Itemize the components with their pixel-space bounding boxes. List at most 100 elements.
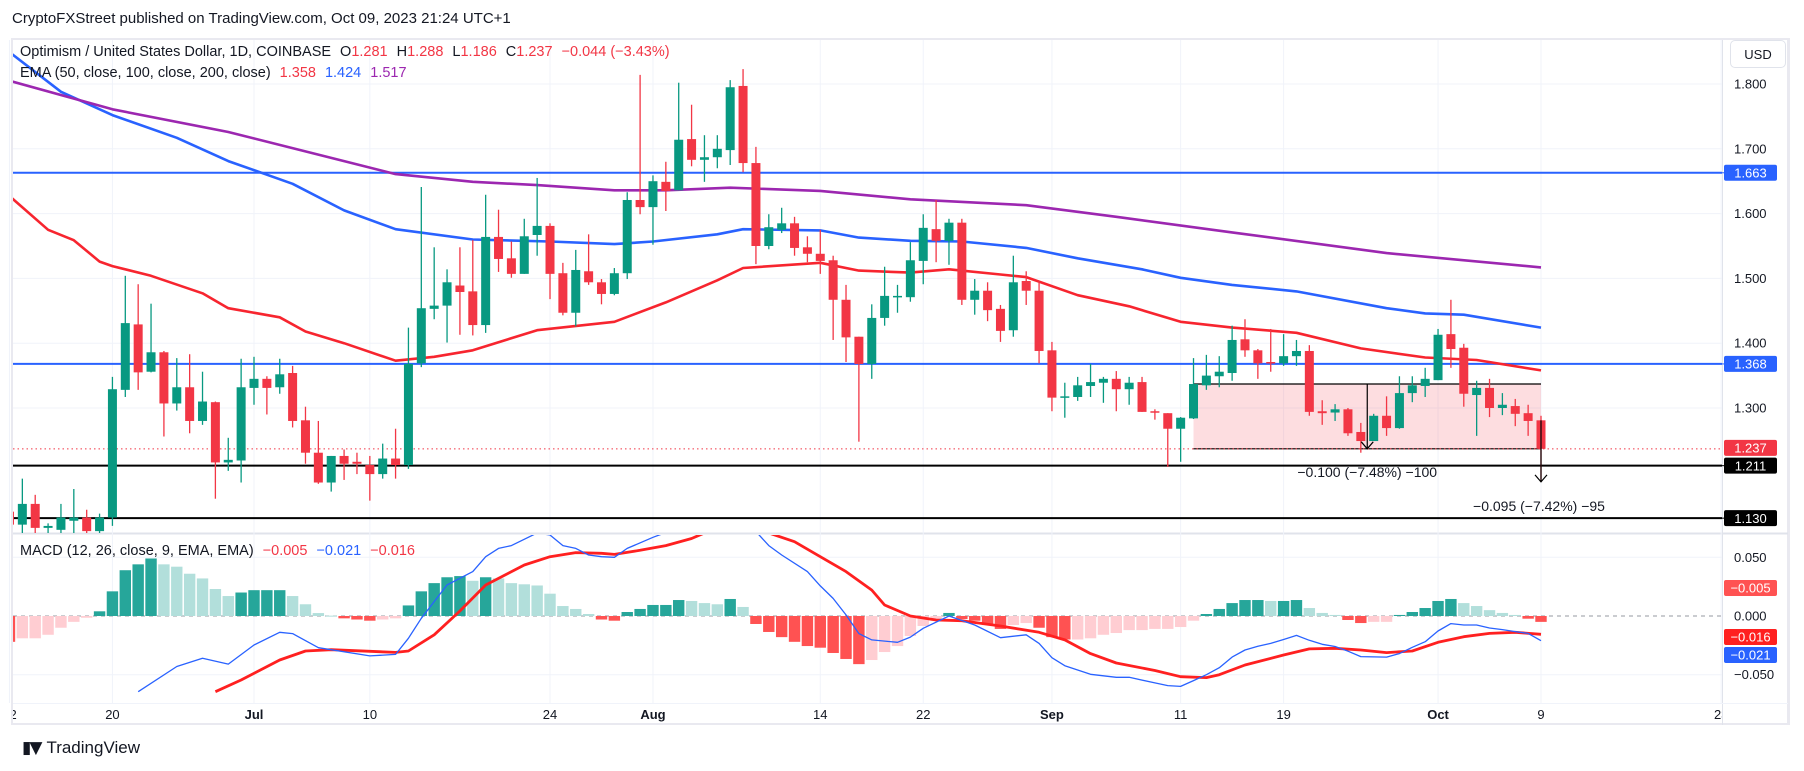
currency-button[interactable]: USD	[1730, 40, 1786, 68]
candle[interactable]	[1317, 400, 1327, 425]
candle[interactable]	[326, 455, 336, 492]
candle[interactable]	[146, 303, 156, 373]
time-axis[interactable]: 12 20 Jul 10 24 Aug 14 22 Sep 11 19 Oct 9 23	[2, 707, 1728, 722]
candle[interactable]	[1111, 371, 1121, 412]
symbol-legend[interactable]: Optimism / United States Dollar, 1D, COI…	[20, 44, 670, 60]
candle[interactable]	[300, 406, 310, 464]
candle[interactable]	[661, 161, 671, 212]
candle[interactable]	[1304, 345, 1314, 416]
macd-legend[interactable]: MACD (12, 26, close, 9, EMA, EMA) −0.005…	[20, 543, 415, 559]
candle[interactable]	[918, 214, 928, 285]
candle[interactable]	[815, 229, 825, 274]
candle[interactable]	[1394, 376, 1404, 429]
candle[interactable]	[429, 247, 439, 320]
candle[interactable]	[1201, 354, 1211, 390]
symbol-title[interactable]: Optimism / United States Dollar, 1D, COI…	[20, 44, 332, 60]
candle[interactable]	[841, 284, 851, 362]
candle[interactable]	[365, 455, 375, 501]
candle[interactable]	[1008, 255, 1018, 337]
candle[interactable]	[442, 269, 452, 343]
candle[interactable]	[1356, 422, 1366, 453]
candle[interactable]	[30, 494, 40, 538]
candle[interactable]	[107, 376, 117, 526]
candle[interactable]	[210, 401, 220, 499]
candle[interactable]	[1098, 376, 1108, 403]
candle[interactable]	[506, 241, 516, 278]
candle[interactable]	[571, 249, 581, 327]
candle[interactable]	[82, 509, 92, 535]
candle[interactable]	[17, 478, 27, 538]
candle[interactable]	[558, 262, 568, 316]
candle[interactable]	[1343, 408, 1353, 436]
candle[interactable]	[288, 365, 298, 428]
candle[interactable]	[275, 358, 285, 394]
candle[interactable]	[545, 223, 555, 300]
candle[interactable]	[1021, 271, 1031, 305]
candle[interactable]	[777, 207, 787, 234]
candle[interactable]	[532, 177, 542, 256]
candle[interactable]	[648, 175, 658, 245]
candle[interactable]	[1253, 349, 1263, 379]
candle[interactable]	[159, 350, 169, 437]
candle[interactable]	[249, 356, 259, 405]
candle[interactable]	[133, 284, 143, 390]
ema-200-line[interactable]	[10, 80, 1542, 269]
candle[interactable]	[1497, 393, 1507, 416]
candle[interactable]	[236, 358, 246, 483]
candle[interactable]	[1459, 343, 1469, 407]
candle[interactable]	[738, 69, 748, 173]
candle[interactable]	[1420, 367, 1430, 397]
candle[interactable]	[1086, 363, 1096, 397]
candle[interactable]	[957, 218, 967, 305]
candle[interactable]	[725, 80, 735, 165]
macd-title[interactable]: MACD (12, 26, close, 9, EMA, EMA)	[20, 543, 254, 559]
candle[interactable]	[391, 428, 401, 479]
candle[interactable]	[1291, 339, 1301, 366]
candle[interactable]	[905, 242, 915, 302]
candle[interactable]	[944, 218, 954, 265]
macd-line[interactable]	[137, 513, 1542, 693]
candle[interactable]	[455, 247, 465, 335]
candle[interactable]	[893, 284, 902, 313]
candle[interactable]	[1485, 378, 1495, 418]
candle[interactable]	[43, 523, 53, 537]
candle[interactable]	[378, 443, 388, 479]
candle[interactable]	[1047, 341, 1057, 412]
candle[interactable]	[339, 449, 349, 480]
ema-50-line[interactable]	[10, 196, 1542, 372]
ema-title[interactable]: EMA (50, close, 100, close, 200, close)	[20, 65, 271, 81]
macd-pane[interactable]	[4, 513, 1790, 693]
candle[interactable]	[687, 104, 697, 167]
candle[interactable]	[983, 282, 993, 322]
candle[interactable]	[1446, 299, 1456, 368]
candle[interactable]	[1279, 334, 1289, 366]
candle[interactable]	[172, 358, 182, 411]
candle[interactable]	[1137, 376, 1147, 412]
candle[interactable]	[1510, 398, 1520, 427]
candle[interactable]	[481, 194, 491, 333]
candle[interactable]	[867, 304, 877, 379]
candle[interactable]	[223, 437, 233, 471]
candle[interactable]	[1330, 404, 1340, 421]
candle[interactable]	[1214, 356, 1224, 388]
candle[interactable]	[712, 135, 722, 169]
candle[interactable]	[584, 234, 594, 285]
candle[interactable]	[674, 82, 684, 191]
candle[interactable]	[995, 304, 1005, 342]
candle[interactable]	[352, 452, 362, 475]
candle[interactable]	[1124, 376, 1134, 405]
candle[interactable]	[1176, 417, 1186, 462]
candle[interactable]	[622, 192, 632, 280]
candle[interactable]	[1266, 328, 1276, 372]
candle[interactable]	[262, 376, 272, 415]
candle[interactable]	[635, 74, 645, 215]
candle[interactable]	[1189, 358, 1199, 420]
candle[interactable]	[1240, 319, 1250, 357]
ema-legend[interactable]: EMA (50, close, 100, close, 200, close) …	[20, 65, 407, 81]
candle[interactable]	[609, 268, 619, 296]
candle[interactable]	[970, 279, 980, 315]
candle[interactable]	[56, 503, 66, 538]
candle[interactable]	[468, 240, 478, 336]
candle[interactable]	[751, 146, 761, 265]
main-pane[interactable]: −0.100 (−7.48%) −100 −0.095 (−7.42%) −95	[5, 52, 1722, 537]
